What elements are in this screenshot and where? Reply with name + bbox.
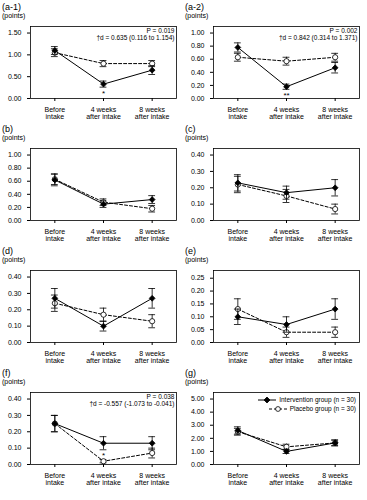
html-text:(a-2): (a-2) [185, 2, 204, 12]
svg-text:P = 0.019†d = 0.635 (0.116 to: P = 0.019†d = 0.635 (0.116 to 1.154) [96, 27, 174, 41]
svg-text:4 weeksafter intake: 4 weeksafter intake [86, 350, 121, 364]
svg-text:0.00: 0.00 [191, 339, 205, 346]
svg-text:Beforeintake: Beforeintake [45, 228, 66, 242]
html-text:(d): (d) [2, 246, 13, 256]
svg-text:4 weeksafter intake: 4 weeksafter intake [269, 106, 304, 120]
svg-text:8 weeksafter intake: 8 weeksafter intake [318, 106, 353, 120]
svg-text:1.00: 1.00 [8, 151, 22, 158]
svg-text:8 weeksafter intake: 8 weeksafter intake [135, 350, 170, 364]
svg-text:Beforeintake: Beforeintake [228, 228, 249, 242]
svg-text:0.00: 0.00 [8, 461, 22, 468]
html-text:(b): (b) [2, 124, 13, 134]
svg-text:0.20: 0.20 [191, 287, 205, 294]
html-text:(points): (points) [185, 378, 209, 385]
html-text:Intervention group (n = 30): Intervention group (n = 30) [279, 396, 356, 403]
svg-text:4 weeksafter intake: 4 weeksafter intake [86, 106, 121, 120]
svg-text:0.10: 0.10 [191, 313, 205, 320]
svg-text:1.00: 1.00 [191, 29, 205, 36]
html-text:(e): (e) [185, 246, 196, 256]
svg-text:0.20: 0.20 [191, 184, 205, 191]
svg-text:0.00: 0.00 [8, 217, 22, 224]
svg-text:4 weeksafter intake: 4 weeksafter intake [86, 472, 121, 486]
svg-text:4 weeksafter intake: 4 weeksafter intake [86, 228, 121, 242]
svg-text:Beforeintake: Beforeintake [228, 472, 249, 486]
svg-text:0.30: 0.30 [191, 168, 205, 175]
svg-text:0.60: 0.60 [191, 55, 205, 62]
svg-text:0.20: 0.20 [8, 306, 22, 313]
html-text:(c): (c) [185, 124, 196, 134]
svg-text:3.00: 3.00 [191, 421, 205, 428]
svg-text:4 weeksafter intake: 4 weeksafter intake [269, 228, 304, 242]
svg-text:0.60: 0.60 [8, 177, 22, 184]
svg-text:0.05: 0.05 [191, 326, 205, 333]
html-text:(points): (points) [185, 256, 209, 263]
svg-text:2.00: 2.00 [191, 435, 205, 442]
svg-text:0.30: 0.30 [8, 290, 22, 297]
svg-text:0.20: 0.20 [191, 82, 205, 89]
svg-text:0.25: 0.25 [191, 274, 205, 281]
html-text:Placebo group (n = 30): Placebo group (n = 30) [289, 405, 356, 412]
svg-text:0.20: 0.20 [8, 204, 22, 211]
svg-text:4.00: 4.00 [191, 408, 205, 415]
html-text:(a-1): (a-1) [2, 2, 21, 12]
svg-text:0.00: 0.00 [8, 95, 22, 102]
svg-text:0.50: 0.50 [8, 73, 22, 80]
svg-text:0.40: 0.40 [8, 191, 22, 198]
svg-text:*: * [102, 89, 105, 98]
svg-text:0.40: 0.40 [191, 151, 205, 158]
svg-text:Beforeintake: Beforeintake [228, 350, 249, 364]
svg-text:0.10: 0.10 [8, 444, 22, 451]
svg-text:8 weeksafter intake: 8 weeksafter intake [318, 228, 353, 242]
svg-text:8 weeksafter intake: 8 weeksafter intake [318, 472, 353, 486]
svg-text:1.00: 1.00 [8, 51, 22, 58]
svg-text:0.10: 0.10 [191, 200, 205, 207]
html-text:(g): (g) [185, 368, 196, 378]
svg-text:0.00: 0.00 [191, 461, 205, 468]
html-text:(points): (points) [2, 12, 26, 19]
svg-text:0.00: 0.00 [191, 95, 205, 102]
svg-text:4 weeksafter intake: 4 weeksafter intake [269, 350, 304, 364]
svg-text:0.15: 0.15 [191, 300, 205, 307]
svg-text:8 weeksafter intake: 8 weeksafter intake [135, 472, 170, 486]
svg-text:0.00: 0.00 [8, 339, 22, 346]
svg-text:0.10: 0.10 [8, 322, 22, 329]
svg-text:5.00: 5.00 [191, 395, 205, 402]
svg-text:*: * [102, 451, 105, 460]
svg-text:0.40: 0.40 [191, 69, 205, 76]
svg-text:Beforeintake: Beforeintake [45, 472, 66, 486]
html-text:(points): (points) [185, 12, 209, 19]
svg-text:1.00: 1.00 [191, 448, 205, 455]
svg-text:P = 0.038†d = -0.557 (-1.073 t: P = 0.038†d = -0.557 (-1.073 to -0.041) [89, 393, 174, 408]
html-text:(points): (points) [185, 134, 209, 141]
svg-text:Beforeintake: Beforeintake [45, 350, 66, 364]
svg-text:P = 0.002†d = 0.842 (0.314 to: P = 0.002†d = 0.842 (0.314 to 1.371) [279, 27, 358, 41]
svg-text:Beforeintake: Beforeintake [45, 106, 66, 120]
svg-text:8 weeksafter intake: 8 weeksafter intake [135, 228, 170, 242]
svg-text:8 weeksafter intake: 8 weeksafter intake [135, 106, 170, 120]
svg-text:0.20: 0.20 [8, 428, 22, 435]
svg-text:0.40: 0.40 [8, 395, 22, 402]
svg-text:Beforeintake: Beforeintake [228, 106, 249, 120]
svg-text:1.50: 1.50 [8, 29, 22, 36]
svg-text:8 weeksafter intake: 8 weeksafter intake [318, 350, 353, 364]
html-text:(f): (f) [2, 368, 11, 378]
svg-text:0.30: 0.30 [8, 412, 22, 419]
html-text:(points): (points) [2, 134, 26, 141]
svg-text:0.00: 0.00 [191, 217, 205, 224]
svg-text:0.80: 0.80 [8, 164, 22, 171]
html-text:(points): (points) [2, 256, 26, 263]
svg-text:0.40: 0.40 [8, 273, 22, 280]
svg-text:**: ** [283, 91, 289, 100]
svg-text:0.80: 0.80 [191, 42, 205, 49]
html-text:(points): (points) [2, 378, 26, 385]
svg-text:4 weeksafter intake: 4 weeksafter intake [269, 472, 304, 486]
